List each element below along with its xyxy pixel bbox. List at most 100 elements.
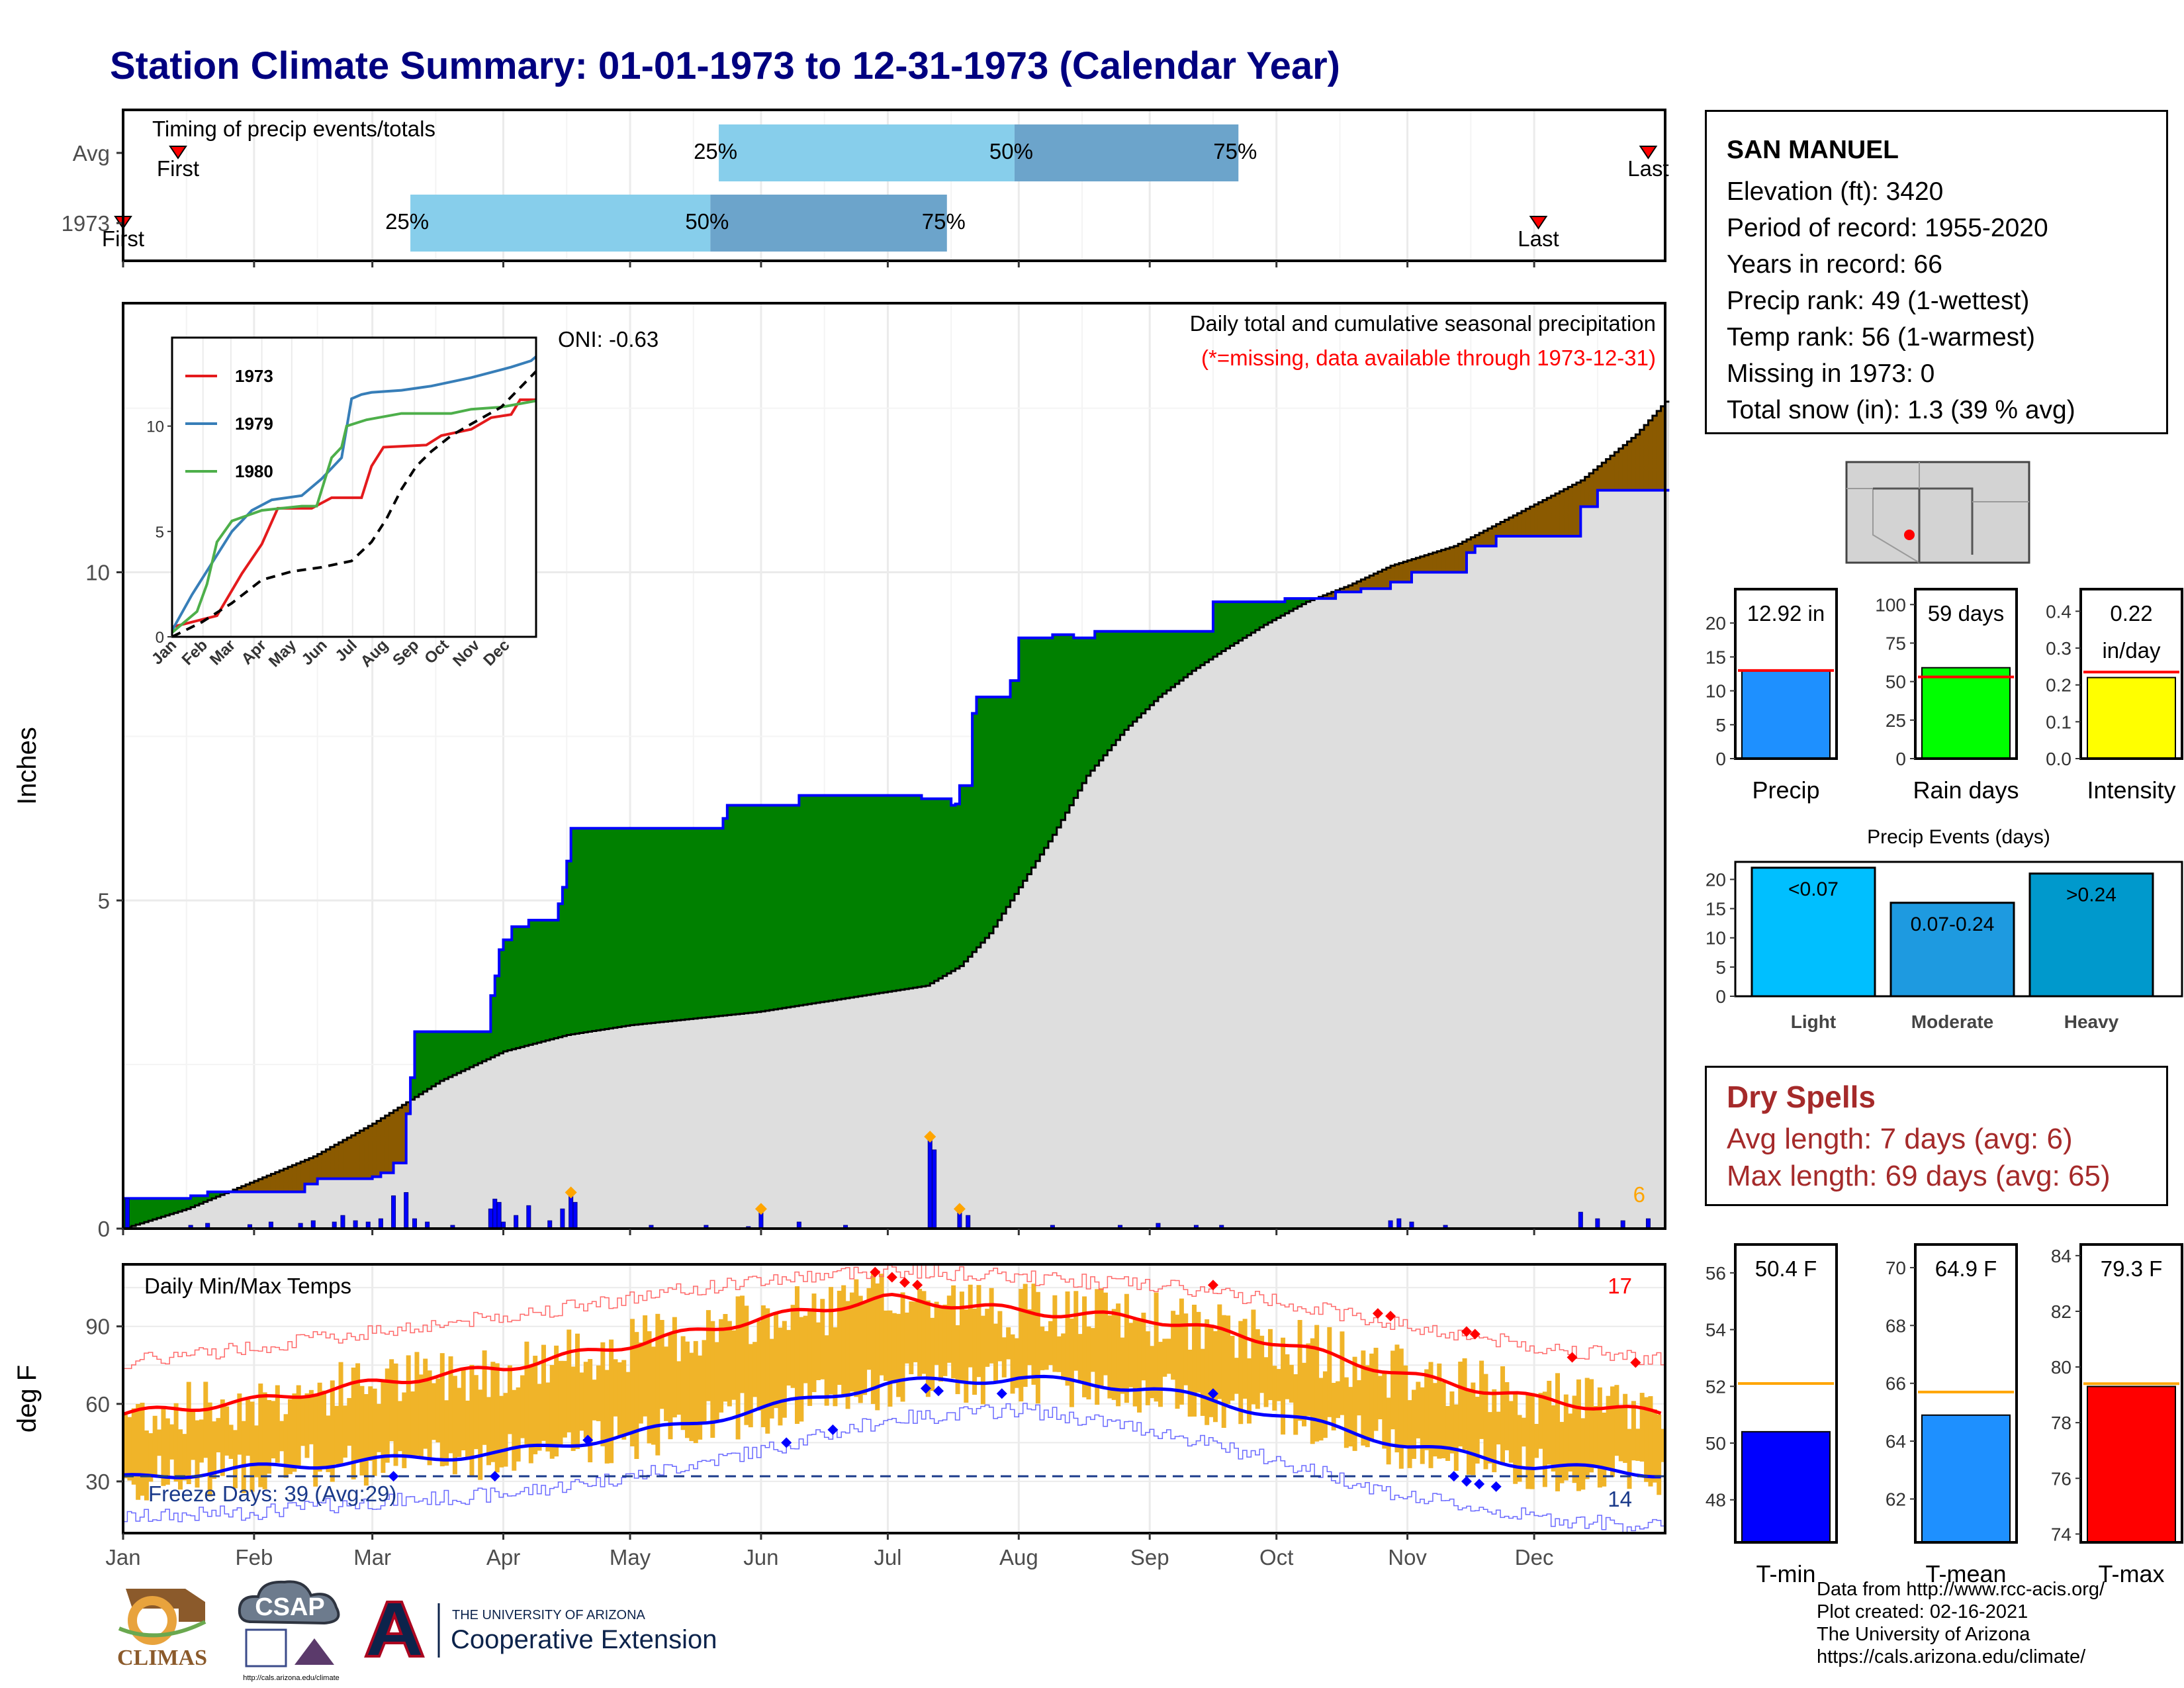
daily-temp-bar xyxy=(794,1286,799,1425)
record-high-marker xyxy=(1469,1329,1480,1340)
daily-temp-bar xyxy=(676,1361,682,1415)
daily-temp-bar xyxy=(972,1308,978,1395)
daily-temp-bar xyxy=(1441,1382,1446,1458)
daily-temp-bar xyxy=(1453,1404,1459,1471)
timing-25-label: 25% xyxy=(385,209,429,234)
daily-temp-bar xyxy=(334,1405,340,1464)
daily-temp-bar xyxy=(1496,1411,1501,1445)
daily-temp-bar xyxy=(355,1363,361,1462)
events-ytick-label: 10 xyxy=(1706,928,1726,949)
daily-temp-bar xyxy=(253,1425,259,1477)
map-state-border xyxy=(1846,488,1920,563)
daily-temp-bar xyxy=(1369,1353,1375,1442)
timing-panel-frame xyxy=(122,109,1666,262)
daily-temp-bar xyxy=(1238,1321,1244,1425)
daily-temp-bar xyxy=(1040,1326,1045,1370)
daily-temp-bar xyxy=(723,1314,728,1402)
record-low-marker xyxy=(1474,1478,1485,1489)
daily-temp-bar xyxy=(169,1424,175,1460)
tmin-ytick-label: 50 xyxy=(1706,1433,1726,1454)
inset-ytick-label: 5 xyxy=(156,524,164,541)
daily-temp-bar xyxy=(148,1433,154,1482)
timing-last-label: Last xyxy=(1627,156,1668,181)
oni-label: ONI: -0.63 xyxy=(558,327,659,352)
daily-precip-bar xyxy=(404,1192,409,1229)
daily-temp-bar xyxy=(1593,1405,1598,1468)
tmean-ytick-label: 66 xyxy=(1886,1374,1906,1394)
timing-75-label: 75% xyxy=(1213,139,1257,164)
tmin-bar xyxy=(1741,1430,1831,1544)
tmean-ytick-label: 68 xyxy=(1886,1315,1906,1336)
daily-temp-bar xyxy=(152,1415,158,1477)
intensity-title: Intensity xyxy=(2087,776,2175,804)
daily-temp-bar xyxy=(1610,1386,1615,1477)
inset-series-line xyxy=(171,398,536,629)
daily-temp-bar xyxy=(486,1397,491,1466)
daily-temp-bar xyxy=(182,1434,187,1481)
daily-temp-bar xyxy=(377,1403,381,1452)
daily-temp-bar xyxy=(1542,1391,1547,1487)
daily-temp-bar xyxy=(1310,1338,1315,1444)
temp-xtick-label: Dec xyxy=(1515,1545,1554,1570)
events-bar-label: >0.24 xyxy=(2066,884,2116,906)
daily-temp-bar xyxy=(1314,1325,1320,1442)
events-frame xyxy=(1734,861,2183,998)
daily-temp-bar xyxy=(533,1356,538,1454)
daily-temp-bar xyxy=(1618,1407,1623,1462)
daily-temp-bar xyxy=(630,1319,635,1446)
daily-temp-bar xyxy=(216,1418,221,1453)
record-high-marker xyxy=(1461,1326,1472,1337)
daily-temp-bar xyxy=(131,1408,136,1485)
tmax-ytick-label: 82 xyxy=(2051,1301,2071,1322)
daily-precip-bar xyxy=(1595,1218,1600,1229)
tmean-ytick-label: 62 xyxy=(1886,1489,1906,1509)
intensity-value-label2: in/day xyxy=(2102,638,2161,663)
daily-temp-bar xyxy=(1205,1319,1210,1425)
rain-days-frame xyxy=(1914,588,2018,760)
daily-temp-bar xyxy=(1006,1327,1011,1360)
daily-temp-bar xyxy=(1445,1405,1451,1461)
daily-temp-bar xyxy=(740,1295,745,1393)
daily-temp-bar xyxy=(1525,1394,1531,1489)
temp-xtick-label: Jul xyxy=(874,1545,901,1570)
record-low-marker xyxy=(781,1437,792,1448)
daily-temp-bar xyxy=(1407,1400,1412,1468)
daily-temp-bar xyxy=(545,1382,551,1452)
daily-temp-bar xyxy=(1390,1350,1396,1430)
daily-temp-bar xyxy=(1023,1284,1028,1387)
record-low-marker xyxy=(1461,1476,1472,1487)
daily-temp-bar xyxy=(634,1332,639,1460)
daily-temp-bar xyxy=(837,1290,842,1385)
daily-temp-bar xyxy=(1657,1414,1662,1495)
daily-temp-bar xyxy=(524,1341,529,1444)
daily-temp-bar xyxy=(1132,1317,1138,1407)
daily-temp-bar xyxy=(1547,1380,1552,1465)
daily-temp-bar xyxy=(1551,1405,1556,1472)
daily-temp-bar xyxy=(127,1417,132,1481)
daily-temp-bar xyxy=(731,1330,737,1400)
daily-temp-bar xyxy=(1187,1349,1193,1417)
record-low-marker xyxy=(1448,1471,1459,1482)
daily-temp-bar xyxy=(232,1430,238,1489)
daily-temp-bar xyxy=(985,1309,990,1367)
daily-temp-bar xyxy=(1343,1377,1349,1448)
daily-temp-bar xyxy=(465,1400,471,1458)
daily-temp-bar xyxy=(199,1419,204,1463)
daily-temp-bar xyxy=(482,1350,487,1445)
csap-url: http://cals.arizona.edu/climate xyxy=(243,1674,340,1682)
daily-temp-bar xyxy=(1019,1289,1024,1402)
daily-temp-bar xyxy=(1031,1284,1036,1385)
timing-25-label: 25% xyxy=(694,139,737,164)
daily-temp-bar xyxy=(1196,1311,1201,1393)
daily-temp-bar xyxy=(588,1359,593,1463)
daily-temp-bar xyxy=(228,1425,234,1459)
record-max-line xyxy=(123,1264,1665,1370)
daily-temp-bar xyxy=(1175,1315,1180,1409)
temp-xtick-label: Nov xyxy=(1388,1545,1427,1570)
intensity-frame xyxy=(2079,588,2183,760)
daily-precip-bar xyxy=(492,1198,498,1229)
events-ytick-label: 15 xyxy=(1706,899,1726,919)
precip-total-ytick-label: 10 xyxy=(1706,681,1726,702)
record-high-marker xyxy=(1207,1280,1218,1291)
daily-temp-bar xyxy=(1289,1364,1294,1403)
